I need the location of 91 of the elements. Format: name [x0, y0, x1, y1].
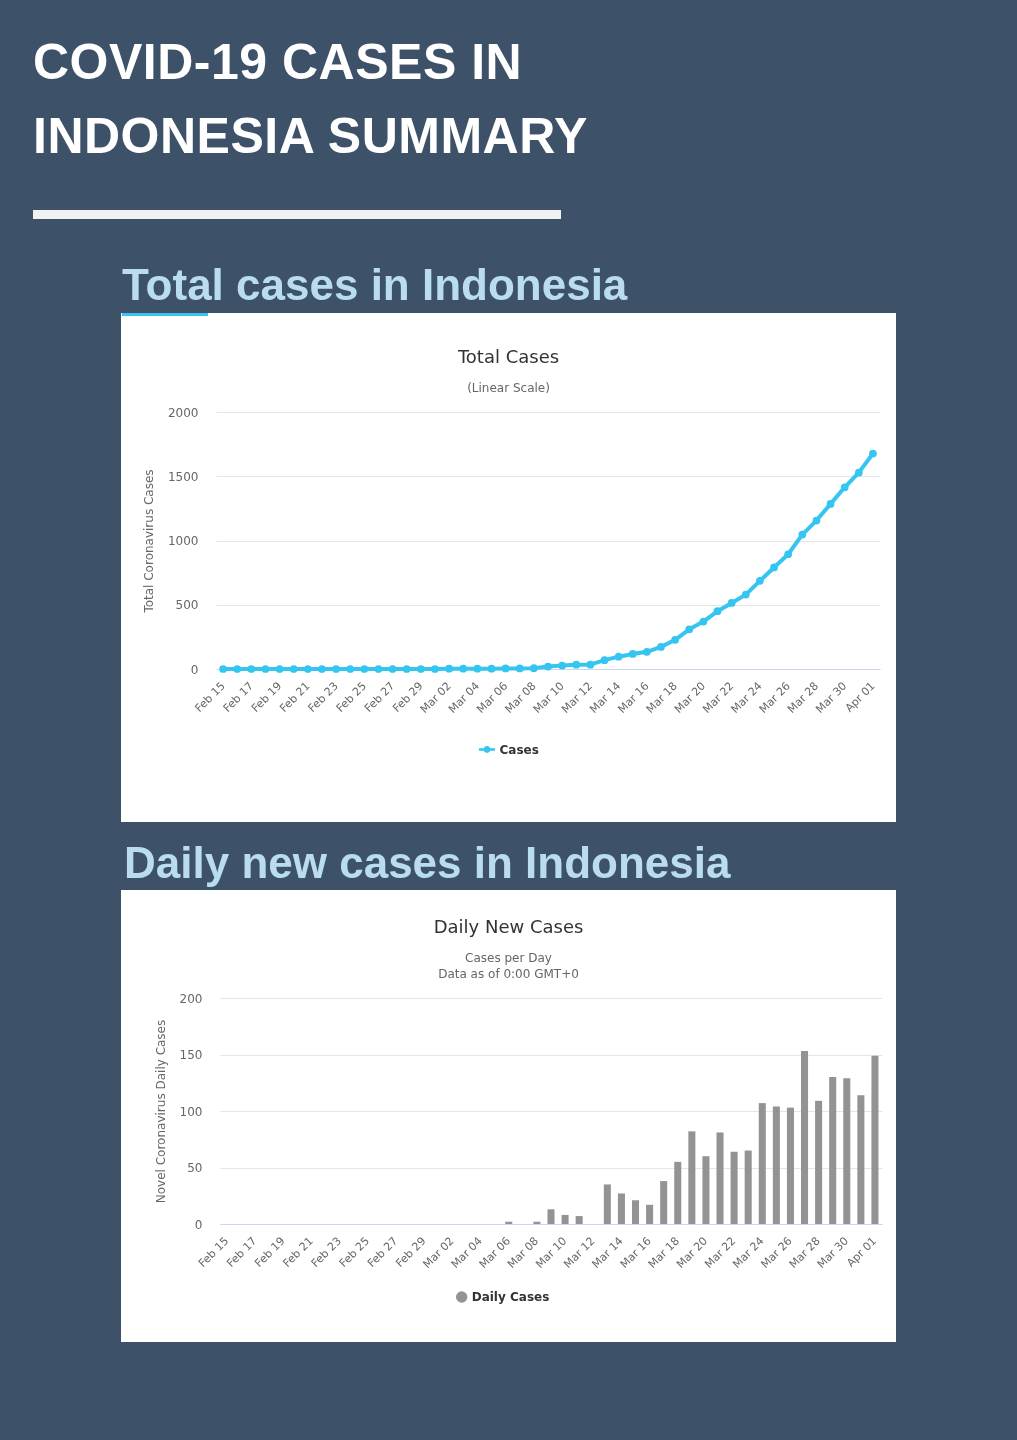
- bar: [603, 1184, 611, 1224]
- bar: [843, 1078, 851, 1224]
- point: [671, 635, 680, 644]
- legend-label: Daily Cases: [471, 1290, 550, 1304]
- text: COVID-19 CASES IN INDONESIA SUMMARY: [33, 33, 589, 166]
- point: [431, 665, 439, 673]
- y-tick-label: 0: [194, 1217, 203, 1232]
- bar: [674, 1161, 682, 1224]
- point: [530, 664, 538, 673]
- y-tick-label: 100: [179, 1104, 203, 1119]
- point: [643, 647, 651, 656]
- point: [572, 660, 581, 669]
- bar: [617, 1193, 625, 1224]
- text: Daily new cases in Indonesia: [124, 838, 731, 887]
- point: [628, 650, 637, 658]
- point: [416, 665, 425, 673]
- chart-subtitle: Cases per Day Data as of 0:00 GMT+0: [438, 951, 579, 981]
- y-tick-label: 0: [190, 662, 199, 677]
- legend-label: Cases: [499, 742, 539, 757]
- point: [586, 660, 595, 669]
- point: [261, 665, 270, 673]
- y-axis-title: Total Coronavirus Cases: [141, 469, 156, 614]
- point: [388, 665, 397, 673]
- point: [558, 661, 566, 670]
- bar: [871, 1055, 879, 1224]
- point: [275, 665, 284, 673]
- bar: [772, 1106, 780, 1224]
- chart-title: Daily New Cases: [433, 916, 584, 937]
- point: [473, 664, 482, 673]
- point: [360, 665, 369, 673]
- bar: [829, 1077, 837, 1224]
- bar: [575, 1216, 583, 1224]
- bar: [857, 1095, 865, 1224]
- point: [318, 665, 326, 673]
- point: [303, 665, 312, 673]
- point: [346, 665, 355, 673]
- point: [756, 576, 764, 585]
- y-tick-label: 1500: [167, 469, 199, 484]
- point: [713, 607, 722, 616]
- point: [854, 468, 863, 477]
- point: [798, 530, 807, 539]
- chart-subtitle: (Linear Scale): [467, 381, 550, 395]
- point: [784, 550, 793, 559]
- bar: [688, 1131, 696, 1224]
- point: [487, 664, 496, 673]
- bar: [758, 1103, 766, 1224]
- y-tick-label: 50: [187, 1161, 203, 1175]
- y-tick-label: 1000: [167, 534, 199, 548]
- point: [614, 652, 623, 661]
- point: [840, 483, 849, 492]
- point: [445, 664, 453, 673]
- bar: [660, 1181, 668, 1224]
- point: [402, 665, 411, 673]
- bar: [744, 1150, 752, 1224]
- point: [247, 665, 256, 673]
- bar: [646, 1204, 654, 1224]
- point: [869, 449, 877, 458]
- point: [812, 516, 821, 525]
- bar: [815, 1100, 823, 1224]
- y-tick-label: 150: [179, 1048, 203, 1062]
- y-axis-title: Novel Coronavirus Daily Cases: [153, 1019, 168, 1204]
- text: Total cases in Indonesia: [122, 260, 628, 309]
- point: [459, 664, 468, 673]
- point: [727, 599, 736, 607]
- point: [826, 500, 835, 508]
- bar: [547, 1209, 555, 1224]
- bar: [561, 1214, 569, 1224]
- y-tick-label: 2000: [167, 405, 199, 420]
- point: [544, 662, 552, 671]
- point: [685, 625, 694, 634]
- point: [515, 664, 524, 673]
- point: [657, 643, 665, 651]
- point: [374, 665, 383, 673]
- y-tick-label: 500: [175, 598, 199, 613]
- point: [219, 665, 227, 673]
- point: [770, 563, 778, 572]
- point: [741, 590, 750, 599]
- point: [233, 665, 242, 673]
- bar: [786, 1107, 794, 1224]
- bar: [716, 1132, 724, 1224]
- point: [332, 665, 340, 673]
- bar: [730, 1151, 738, 1224]
- bar: [631, 1200, 640, 1224]
- point: [501, 664, 510, 673]
- y-tick-label: 200: [179, 991, 203, 1006]
- bar: [702, 1156, 710, 1224]
- bar: [801, 1051, 809, 1224]
- point: [289, 665, 298, 673]
- point: [600, 656, 609, 664]
- point: [699, 617, 708, 626]
- chart-title: Total Cases: [456, 346, 560, 367]
